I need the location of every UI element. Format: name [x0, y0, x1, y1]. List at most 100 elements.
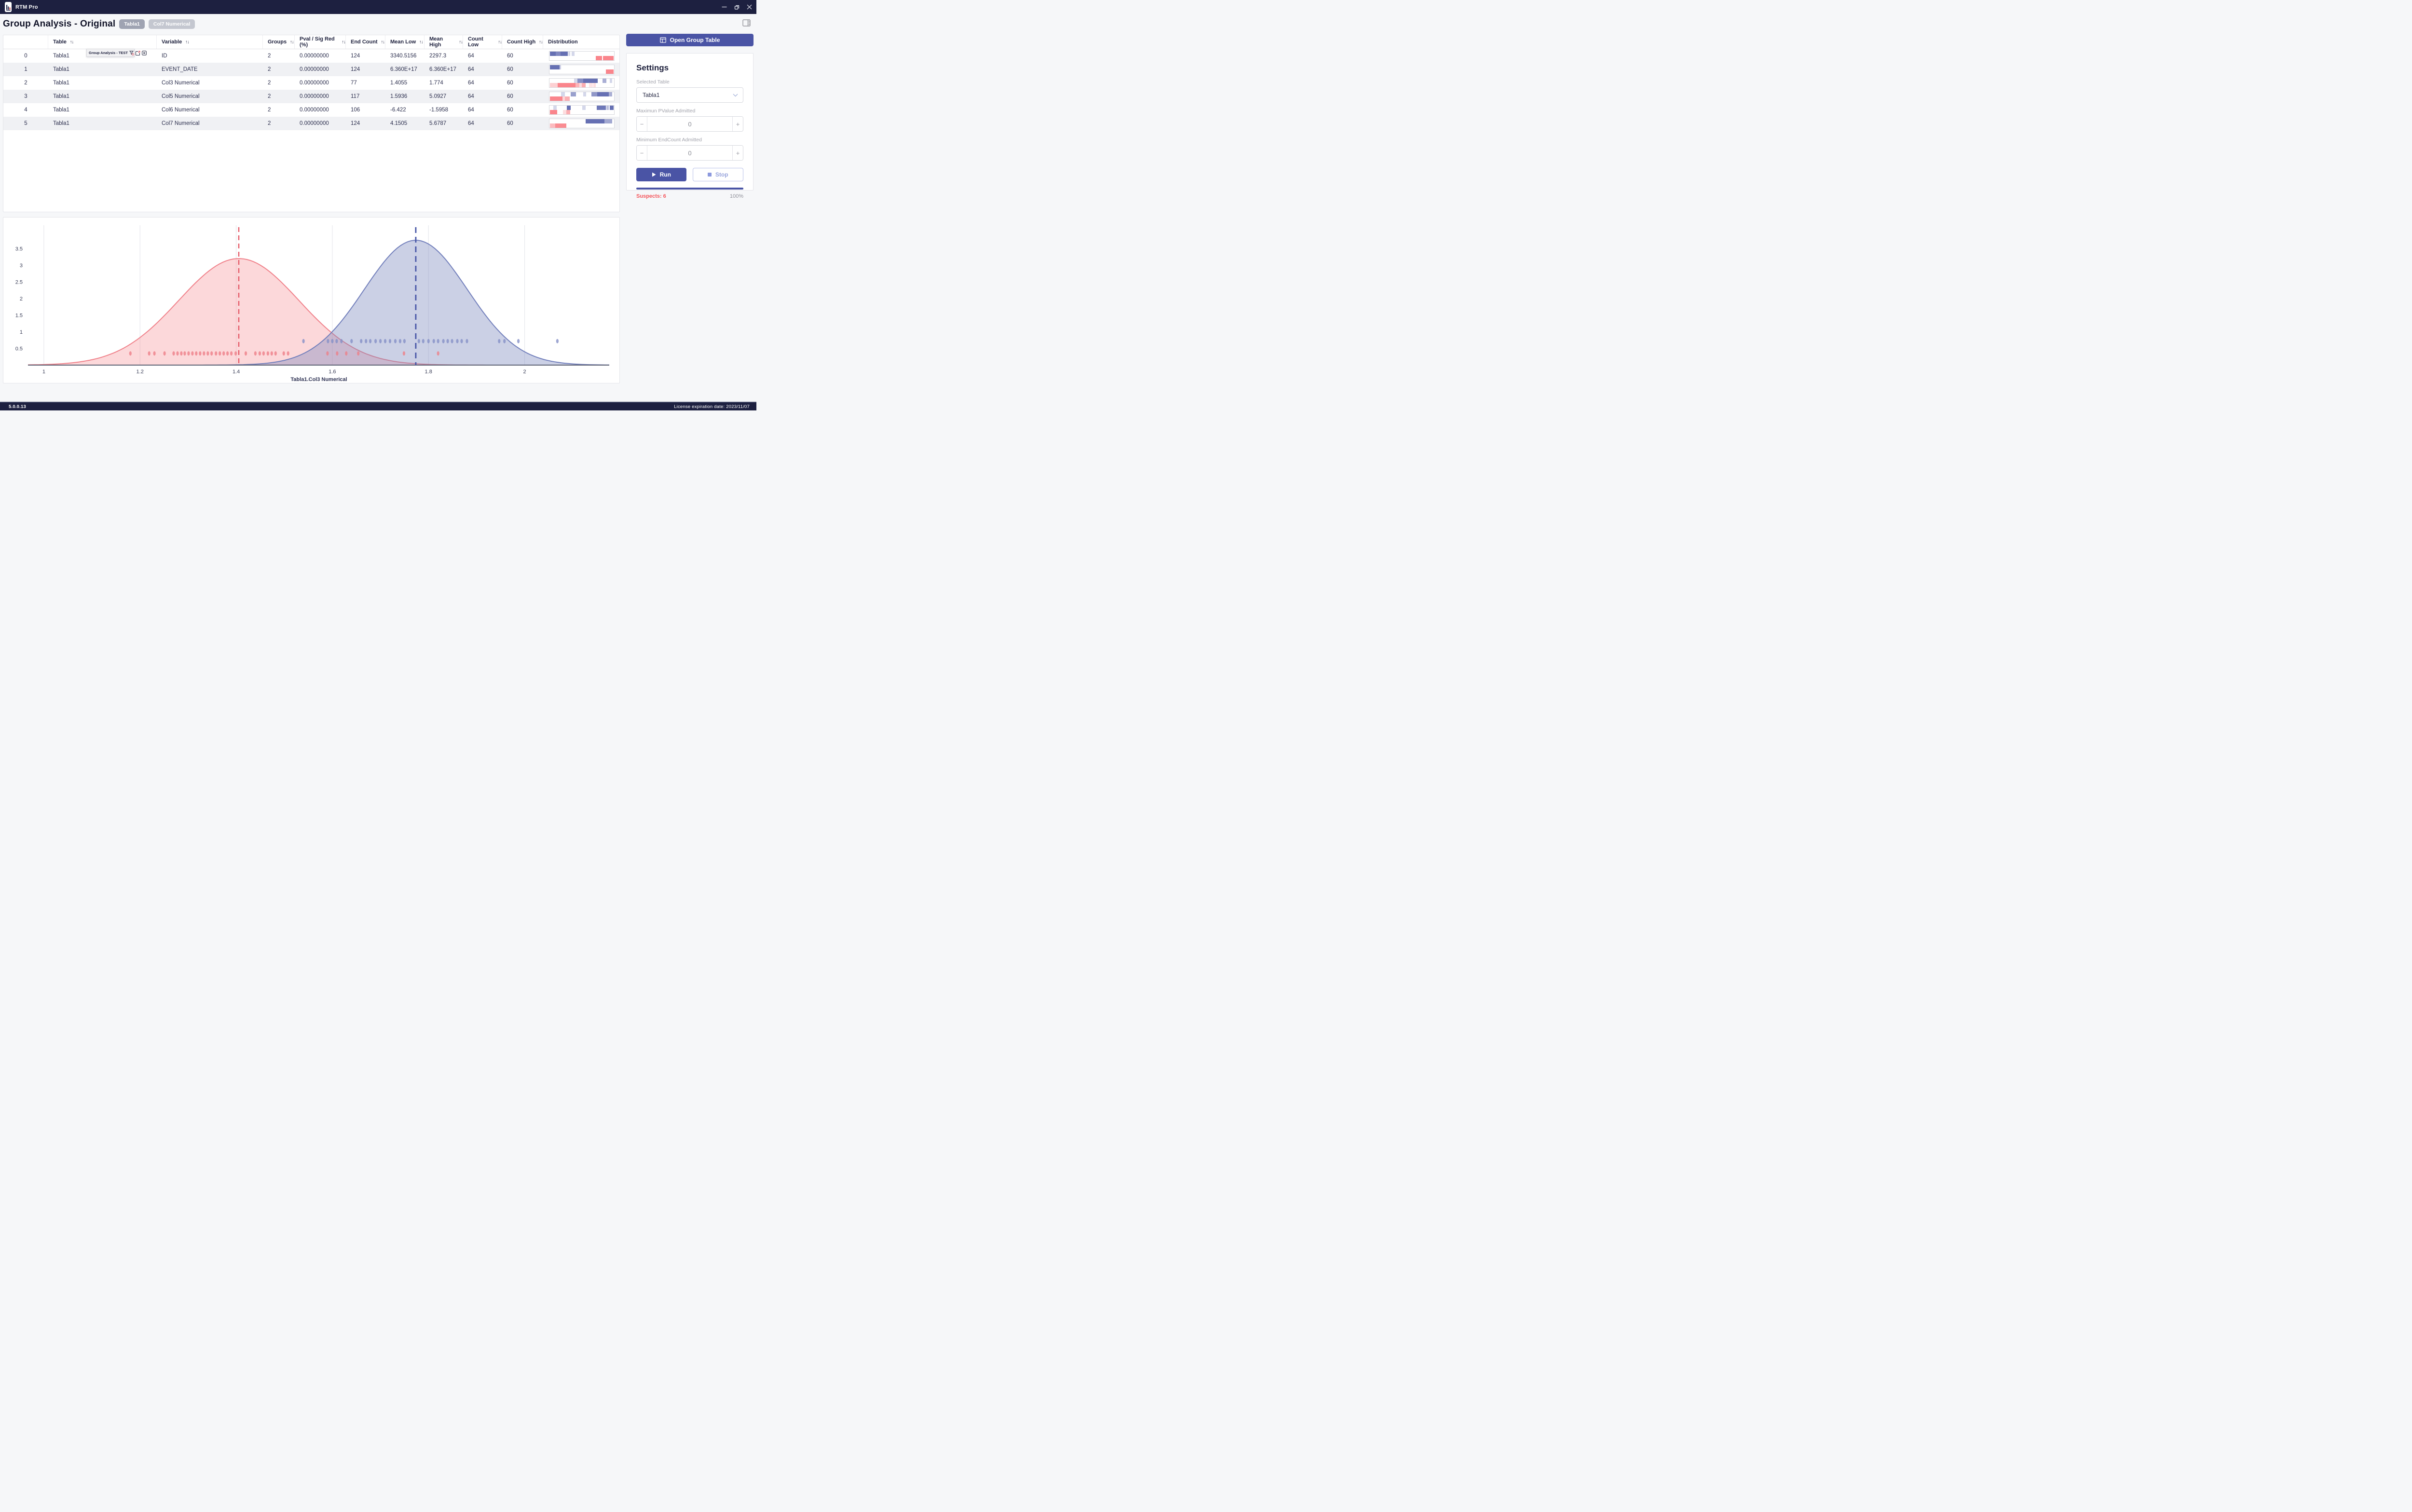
- column-header-groups[interactable]: Groups ↑↓: [263, 35, 295, 49]
- tooltip-title: Group Analysis - TEST: [89, 51, 128, 55]
- min-endcount-stepper: − 0 +: [636, 145, 743, 161]
- cell-mean_high: 5.6787: [429, 121, 447, 126]
- blue-segment: [591, 92, 598, 96]
- cell-variable: Col5 Numerical: [162, 94, 200, 99]
- chevron-down-icon: [733, 94, 738, 96]
- filter-info-icon[interactable]: [129, 51, 134, 55]
- cell-distribution: [543, 49, 619, 63]
- distribution-mini-chart: [549, 78, 615, 88]
- y-tick-label: 0.5: [15, 346, 23, 352]
- cell-table: Tabla1: [53, 80, 69, 86]
- suspects-count: Suspects: 6: [636, 193, 666, 199]
- column-label: Count High: [507, 39, 536, 45]
- stop-button[interactable]: Stop: [692, 168, 743, 181]
- cell-distribution: [543, 117, 619, 130]
- app-name: RTM Pro: [15, 4, 38, 10]
- data-point: [222, 351, 225, 356]
- min-endcount-value[interactable]: 0: [688, 149, 692, 157]
- sort-icon: ↑↓: [290, 39, 294, 45]
- data-point: [345, 351, 348, 356]
- table-row[interactable]: 2 Tabla1 Col3 Numerical 2 0.00000000 77 1.4055…: [3, 76, 619, 90]
- cell-groups: 2: [268, 107, 271, 113]
- cell-mean_low: 1.4055: [390, 80, 408, 86]
- data-point: [384, 339, 387, 343]
- column-header-count_low[interactable]: Count Low ↑↓: [463, 35, 502, 49]
- max-pvalue-decrement-button[interactable]: −: [637, 117, 647, 131]
- blue-segment: [604, 119, 612, 123]
- blue-segment: [560, 65, 562, 69]
- blue-segment: [550, 65, 560, 69]
- cell-pval: 0.00000000: [300, 53, 329, 59]
- close-icon[interactable]: [745, 2, 754, 12]
- column-header-mean_low[interactable]: Mean Low ↑↓: [385, 35, 425, 49]
- min-endcount-decrement-button[interactable]: −: [637, 146, 647, 160]
- cell-count_low: 64: [468, 121, 474, 126]
- table-row[interactable]: 4 Tabla1 Col6 Numerical 2 0.00000000 106 -6.42…: [3, 103, 619, 117]
- panel-toggle-icon[interactable]: [742, 19, 751, 27]
- cell-distribution: [543, 103, 619, 117]
- tag-table[interactable]: Tabla1: [119, 19, 145, 29]
- cell-end_count: 77: [351, 80, 357, 86]
- data-point: [437, 339, 439, 343]
- open-group-table-button[interactable]: Open Group Table: [626, 34, 754, 46]
- red-segment: [550, 96, 562, 101]
- cell-distribution: [543, 76, 619, 90]
- y-tick-label: 3.5: [15, 246, 23, 252]
- y-tick-label: 2: [20, 296, 23, 302]
- cell-variable: EVENT_DATE: [162, 67, 198, 72]
- column-header-index: [3, 35, 48, 49]
- column-header-variable[interactable]: Variable ↑↓: [157, 35, 263, 49]
- table-row[interactable]: 0 Tabla1 ID 2 0.00000000 124 3340.5156 2297.3 64…: [3, 49, 619, 63]
- cell-mean_low: 4.1505: [390, 121, 408, 126]
- progress-bar: [636, 188, 743, 190]
- blue-segment: [556, 52, 561, 56]
- max-pvalue-value[interactable]: 0: [688, 120, 692, 128]
- data-point: [335, 339, 338, 343]
- cell-end_count: 106: [351, 107, 360, 113]
- stop-label: Stop: [715, 171, 728, 178]
- table-row[interactable]: 3 Tabla1 Col5 Numerical 2 0.00000000 117 1.593…: [3, 90, 619, 103]
- data-point: [326, 351, 329, 356]
- cell-count_high: 60: [507, 53, 513, 59]
- cell-end_count: 117: [351, 94, 360, 99]
- table-header-row: Table ↑↓ Variable ↑↓ Groups ↑↓ Pval / Sig Red …: [3, 35, 619, 49]
- distribution-chart: 1 1.2 1.4 1.6 1.8 2 0.5 1 1.5 2 2.5 3 3.5 Tabla1.Col3…: [15, 225, 610, 382]
- data-point: [365, 339, 368, 343]
- blue-segment: [561, 92, 565, 96]
- cell-mean_high: 5.0927: [429, 94, 447, 99]
- table-row[interactable]: 5 Tabla1 Col7 Numerical 2 0.00000000 124 4.150…: [3, 117, 619, 130]
- column-header-end_count[interactable]: End Count ↑↓: [346, 35, 385, 49]
- y-tick-label: 2.5: [15, 279, 23, 285]
- selected-table-select[interactable]: Tabla1: [636, 87, 743, 103]
- min-endcount-increment-button[interactable]: +: [732, 146, 743, 160]
- cell-variable: Col7 Numerical: [162, 121, 200, 126]
- data-point: [266, 351, 269, 356]
- data-point: [258, 351, 261, 356]
- cell-pval: 0.00000000: [300, 80, 329, 86]
- table-row[interactable]: 1 Tabla1 EVENT_DATE 2 0.00000000 124 6.360E+17…: [3, 63, 619, 76]
- red-segment: [565, 96, 570, 101]
- close-box-icon[interactable]: [142, 50, 147, 55]
- density-area: [28, 259, 609, 365]
- cell-groups: 2: [268, 67, 271, 72]
- cell-index: 1: [24, 67, 27, 72]
- column-header-count_high[interactable]: Count High ↑↓: [502, 35, 543, 49]
- cell-mean_low: -6.422: [390, 107, 406, 113]
- max-pvalue-increment-button[interactable]: +: [732, 117, 743, 131]
- blue-segment: [602, 79, 606, 83]
- column-header-pval[interactable]: Pval / Sig Red (%) ↑↓: [295, 35, 346, 49]
- tag-variable[interactable]: Col7 Numerical: [148, 19, 195, 29]
- column-header-mean_high[interactable]: Mean High ↑↓: [425, 35, 463, 49]
- restore-button[interactable]: [733, 2, 741, 12]
- column-header-table[interactable]: Table ↑↓: [48, 35, 157, 49]
- run-button[interactable]: Run: [636, 168, 686, 181]
- data-point: [191, 351, 194, 356]
- distribution-mini-chart: [549, 119, 615, 128]
- blue-segment: [571, 92, 576, 96]
- red-segment: [593, 83, 596, 87]
- cell-index: 4: [24, 107, 27, 113]
- open-external-icon[interactable]: [135, 51, 140, 55]
- minimize-button[interactable]: [720, 2, 728, 12]
- cell-count_high: 60: [507, 80, 513, 86]
- cell-table: Tabla1: [53, 94, 69, 99]
